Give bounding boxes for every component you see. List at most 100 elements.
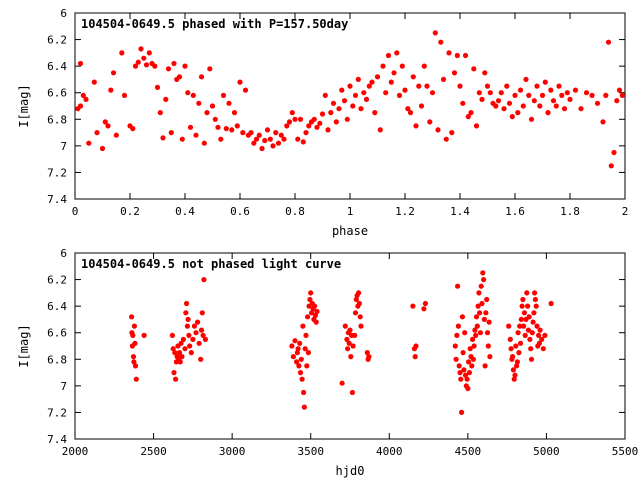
phased-data-point [231, 110, 238, 116]
phased-data-point [229, 127, 235, 133]
unphased-data-point [132, 340, 138, 346]
unphased-data-point [410, 303, 416, 309]
phased-data-point [429, 90, 436, 96]
unphased-data-point [482, 363, 488, 369]
phased-data-point [619, 92, 625, 98]
phased-data-point [363, 96, 370, 102]
phased-data-point [143, 62, 150, 68]
unphased-y-tick-label: 7.4 [47, 433, 67, 446]
phased-data-point [333, 119, 339, 125]
phased-x-axis-label: phase [332, 224, 368, 238]
unphased-data-point [314, 308, 320, 315]
phased-data-point [471, 66, 477, 72]
phased-data-point [121, 92, 128, 98]
phased-data-point [295, 136, 301, 142]
phased-data-point [512, 92, 518, 98]
phased-data-point [539, 92, 546, 98]
unphased-data-point [470, 336, 476, 342]
unphased-data-point [548, 300, 554, 307]
unphased-data-point [347, 327, 353, 333]
phased-data-point [256, 132, 262, 138]
unphased-data-point [301, 404, 307, 410]
phased-data-point [339, 87, 345, 93]
unphased-data-point [476, 290, 482, 296]
phased-data-point [611, 149, 617, 156]
unphased-data-point [507, 336, 513, 342]
unphased-data-point [525, 327, 532, 333]
phased-data-point [297, 116, 304, 122]
phased-data-point [383, 90, 389, 96]
phased-data-point [91, 79, 97, 85]
phased-data-point [130, 126, 136, 132]
phased-data-point [479, 96, 485, 102]
unphased-data-point [364, 350, 370, 356]
unphased-data-point [350, 343, 356, 349]
unphased-data-point [536, 340, 543, 346]
phased-y-tick-label: 7 [60, 140, 67, 153]
phased-data-point [476, 90, 482, 96]
unphased-data-point [517, 323, 523, 329]
unphased-data-point [537, 327, 543, 333]
unphased-data-point [300, 323, 306, 329]
unphased-data-point [460, 350, 466, 356]
unphased-data-point [484, 296, 490, 303]
phased-data-point [504, 83, 510, 89]
phased-data-point [410, 74, 416, 80]
unphased-data-point [513, 343, 519, 349]
phased-data-point [372, 110, 378, 116]
unphased-data-point [473, 314, 480, 320]
phased-data-point [171, 60, 177, 67]
unphased-data-point [191, 323, 197, 329]
unphased-data-point [308, 310, 315, 316]
phased-data-point [163, 96, 169, 102]
unphased-data-point [169, 332, 175, 338]
phased-data-point [440, 76, 447, 82]
phased-data-point [193, 132, 199, 138]
unphased-data-point [305, 350, 311, 356]
phased-data-point [424, 83, 430, 89]
unphased-data-point [184, 300, 190, 307]
phased-data-point [344, 116, 350, 122]
phased-data-point [556, 83, 562, 89]
unphased-data-point [339, 380, 345, 386]
unphased-data-point [454, 332, 460, 338]
unphased-data-point [357, 314, 363, 320]
phased-data-point [77, 60, 84, 67]
unphased-data-point [520, 296, 526, 303]
phased-data-point [319, 111, 326, 117]
phased-data-point [377, 127, 383, 133]
unphased-data-point [172, 350, 178, 356]
phased-data-point [306, 123, 312, 129]
phased-data-point [361, 90, 367, 96]
phased-x-tick-label: 1.8 [560, 205, 580, 218]
unphased-x-tick-label: 2000 [62, 445, 89, 458]
unphased-data-point [170, 346, 176, 352]
unphased-data-point [180, 336, 186, 342]
phased-data-point [493, 103, 499, 109]
unphased-data-point [512, 372, 518, 378]
unphased-data-point [304, 363, 310, 369]
unphased-data-point [458, 376, 464, 382]
unphased-data-point [521, 323, 527, 329]
phased-data-point [259, 145, 265, 152]
unphased-data-point [183, 310, 189, 316]
phased-x-tick-label: 0 [72, 205, 79, 218]
phased-data-point [325, 127, 331, 133]
unphased-data-point [358, 323, 364, 329]
unphased-y-tick-label: 6.4 [47, 300, 67, 313]
unphased-data-point [527, 336, 533, 342]
phased-data-point [542, 79, 548, 85]
unphased-data-point [202, 336, 208, 342]
phased-data-point [454, 52, 460, 59]
unphased-data-point [290, 354, 296, 360]
phased-data-point [179, 136, 185, 142]
unphased-data-point [295, 346, 301, 352]
phased-data-point [394, 50, 400, 56]
phased-data-point [545, 110, 551, 116]
unphased-data-point [195, 319, 201, 325]
unphased-data-point [193, 330, 199, 336]
phased-data-point [352, 92, 359, 98]
phased-y-tick-label: 6.6 [47, 87, 67, 100]
unphased-data-point [131, 359, 137, 365]
